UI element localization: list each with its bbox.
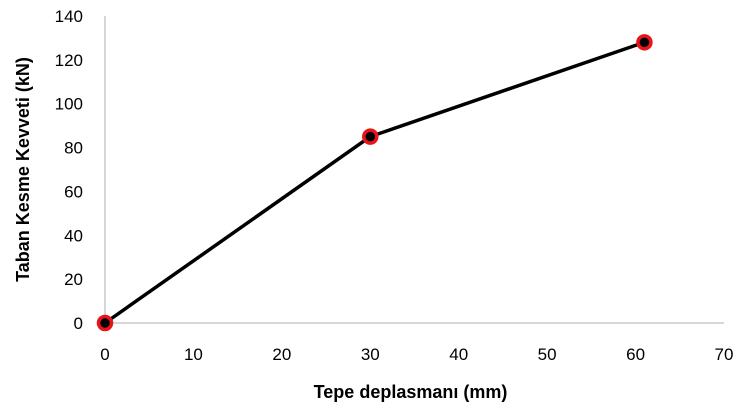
y-tick-label: 100 (55, 95, 83, 114)
x-tick-label: 70 (715, 345, 734, 364)
y-tick-labels: 0 20 40 60 80 100 120 140 (55, 7, 83, 333)
y-tick-label: 20 (64, 270, 83, 289)
x-tick-label: 0 (100, 345, 109, 364)
x-tick-label: 20 (272, 345, 291, 364)
x-tick-labels: 0 10 20 30 40 50 60 70 (100, 345, 733, 364)
y-tick-label: 140 (55, 7, 83, 26)
x-tick-label: 50 (538, 345, 557, 364)
y-tick-label: 80 (64, 139, 83, 158)
y-axis-title: Taban Kesme Kevveti (kN) (13, 57, 33, 282)
y-tick-label: 60 (64, 182, 83, 201)
x-tick-label: 30 (361, 345, 380, 364)
data-point (96, 314, 114, 332)
series-line (103, 40, 647, 325)
y-tick-label: 40 (64, 226, 83, 245)
x-tick-label: 40 (449, 345, 468, 364)
axes (104, 16, 724, 324)
y-tick-label: 120 (55, 51, 83, 70)
y-tick-label: 0 (74, 314, 83, 333)
series (96, 34, 653, 332)
x-axis-title: Tepe deplasmanı (mm) (314, 382, 508, 402)
x-tick-label: 10 (184, 345, 203, 364)
data-point (362, 128, 379, 145)
x-tick-label: 60 (626, 345, 645, 364)
data-point (636, 34, 653, 51)
